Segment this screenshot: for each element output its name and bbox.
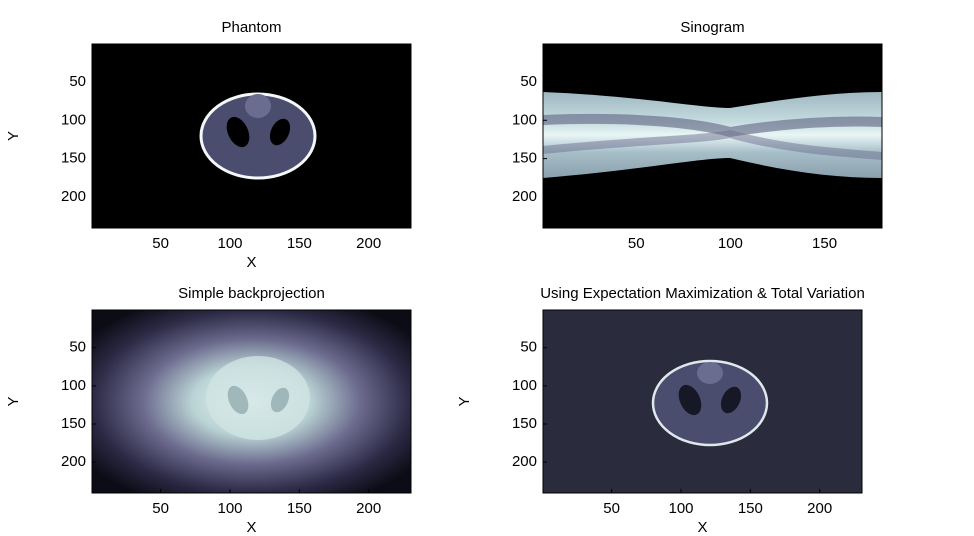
x-tick-label: 200: [807, 500, 832, 517]
plot-title: Using Expectation Maximization & Total V…: [540, 285, 865, 302]
y-tick-label: 200: [512, 453, 537, 470]
x-tick-label: 150: [287, 235, 312, 252]
y-tick-label: 50: [69, 73, 86, 90]
x-axis-label: X: [697, 519, 707, 536]
x-tick-label: 100: [217, 500, 242, 517]
x-tick-label: 150: [287, 500, 312, 517]
x-tick-label: 50: [152, 235, 169, 252]
x-tick-label: 100: [217, 235, 242, 252]
x-tick-label: 50: [603, 500, 620, 517]
y-axis-label: Y: [5, 396, 22, 406]
y-tick-label: 50: [520, 73, 537, 90]
y-tick-label: 200: [512, 188, 537, 205]
y-axis-label: Y: [456, 396, 473, 406]
y-tick-label: 150: [512, 150, 537, 167]
y-axis-label: Y: [5, 131, 22, 141]
y-tick-label: 150: [61, 150, 86, 167]
x-tick-label: 50: [152, 500, 169, 517]
phantom-image: [92, 44, 411, 228]
plot-title: Simple backprojection: [178, 285, 325, 302]
x-tick-label: 150: [812, 235, 837, 252]
y-tick-label: 200: [61, 188, 86, 205]
y-tick-label: 100: [512, 377, 537, 394]
backprojection-image: [92, 310, 411, 493]
x-tick-label: 100: [718, 235, 743, 252]
plot-title: Phantom: [221, 19, 281, 36]
plot-title: Sinogram: [680, 19, 744, 36]
y-tick-label: 100: [61, 111, 86, 128]
x-tick-label: 150: [738, 500, 763, 517]
y-tick-label: 150: [61, 415, 86, 432]
x-tick-label: 50: [628, 235, 645, 252]
x-tick-label: 100: [668, 500, 693, 517]
y-tick-label: 100: [61, 377, 86, 394]
y-tick-label: 100: [512, 111, 537, 128]
sinogram-image: [543, 44, 882, 228]
y-tick-label: 50: [69, 339, 86, 356]
x-axis-label: X: [246, 519, 256, 536]
y-tick-label: 200: [61, 453, 86, 470]
y-tick-label: 50: [520, 339, 537, 356]
x-axis-label: X: [246, 254, 256, 271]
y-tick-label: 150: [512, 415, 537, 432]
em-tv-image: [543, 310, 862, 493]
x-tick-label: 200: [356, 500, 381, 517]
x-tick-label: 200: [356, 235, 381, 252]
figure: Phantom 50 100 150 200 50 100 150 200 X Y Sinogram 5…: [0, 0, 974, 536]
